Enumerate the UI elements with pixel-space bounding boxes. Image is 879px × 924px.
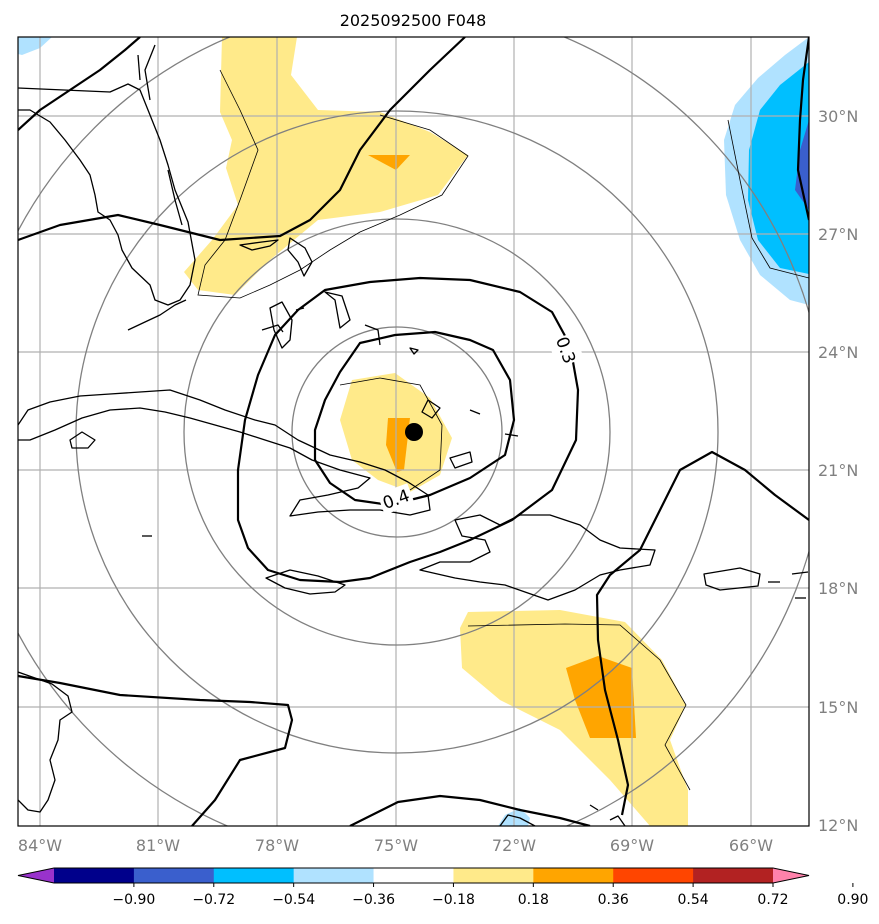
lat-label-21n: 21°N (818, 461, 858, 480)
graticule (18, 37, 809, 826)
positive-anomaly-north-core (368, 155, 410, 170)
lon-label-81w: 81°W (136, 836, 180, 855)
lon-label-75w: 75°W (374, 836, 418, 855)
contour-southeast (595, 450, 809, 816)
florida-coast (18, 83, 196, 306)
cuba-coast (18, 389, 431, 517)
lon-label-72w: 72°W (492, 836, 536, 855)
latitude-labels: 30°N 27°N 24°N 21°N 18°N 15°N 12°N (818, 107, 858, 835)
contour-southwest (18, 674, 294, 826)
colorbar-extend-high (773, 868, 809, 883)
abaco (287, 237, 313, 277)
positive-anomaly-north (184, 37, 468, 295)
colorbar-segment (693, 868, 774, 883)
contour-south (349, 794, 591, 826)
lon-label-66w: 66°W (729, 836, 773, 855)
map-frame (17, 36, 810, 827)
map-title: 2025092500 F048 (340, 11, 487, 30)
colorbar-segment (453, 868, 534, 883)
storm-center-marker (405, 423, 423, 441)
colorbar: −0.90 −0.72 −0.54 −0.36 −0.18 0.18 0.36 0.54 0.7… (17, 867, 868, 908)
lon-label-69w: 69°W (610, 836, 654, 855)
coastlines (18, 44, 809, 826)
grand-bahama (239, 239, 279, 251)
colorbar-outline (17, 867, 810, 884)
positive-anomaly-south-core (566, 656, 636, 738)
lat-label-15n: 15°N (818, 698, 858, 717)
colorbar-tick-label: 0.72 (757, 892, 788, 908)
lat-label-24n: 24°N (818, 343, 858, 362)
negative-anomaly-ne-strong (795, 120, 809, 210)
contour-northwest (18, 37, 141, 131)
colorbar-segment (293, 868, 375, 883)
contours (18, 37, 809, 826)
contour-inner (313, 330, 516, 507)
lat-label-30n: 30°N (818, 107, 858, 126)
negative-anomaly-ne-core (748, 62, 809, 274)
contour-east (796, 37, 809, 221)
colorbar-segment (373, 868, 454, 883)
colorbar-tick-label: 0.36 (598, 892, 629, 908)
negative-anomaly-nw (18, 37, 52, 55)
map-area: 0.3 0.4 (18, 37, 809, 826)
lon-label-84w: 84°W (18, 836, 62, 855)
colorbar-segment (54, 868, 135, 883)
longitude-labels: 84°W 81°W 78°W 75°W 72°W 69°W 66°W (18, 836, 773, 855)
central-america-coast (18, 671, 73, 813)
lon-label-78w: 78°W (255, 836, 299, 855)
hispaniola-coast (419, 514, 656, 601)
lat-label-12n: 12°N (818, 816, 858, 835)
colorbar-segment (533, 868, 614, 883)
lat-label-18n: 18°N (818, 579, 858, 598)
contour-north (18, 37, 466, 242)
colorbar-tick-label: −0.90 (112, 892, 155, 908)
florida-keys (127, 299, 187, 331)
colorbar-tick-label: −0.72 (192, 892, 235, 908)
south-america-coast (499, 814, 536, 826)
jamaica-coast (265, 569, 346, 595)
colorbar-extend-low (18, 868, 54, 883)
boundaries (197, 69, 809, 791)
colorbar-tick-label: −0.54 (272, 892, 315, 908)
puerto-rico-coast (703, 567, 761, 591)
colorbar-segment (213, 868, 295, 883)
distance-rings (18, 37, 809, 826)
andros (269, 301, 293, 349)
contour-outer (236, 276, 580, 584)
colorbar-tick-label: 0.18 (518, 892, 549, 908)
colorbar-segment (133, 868, 215, 883)
colorbar-tick-label: 0.54 (678, 892, 709, 908)
lat-label-27n: 27°N (818, 225, 858, 244)
positive-anomaly-south (460, 610, 688, 826)
colorbar-tick-label: −0.36 (352, 892, 395, 908)
colorbar-tick-label: −0.18 (432, 892, 475, 908)
positive-anomaly-center-core (386, 418, 410, 472)
colorbar-segment (613, 868, 694, 883)
colorbar-tick-label: 0.90 (837, 892, 868, 908)
